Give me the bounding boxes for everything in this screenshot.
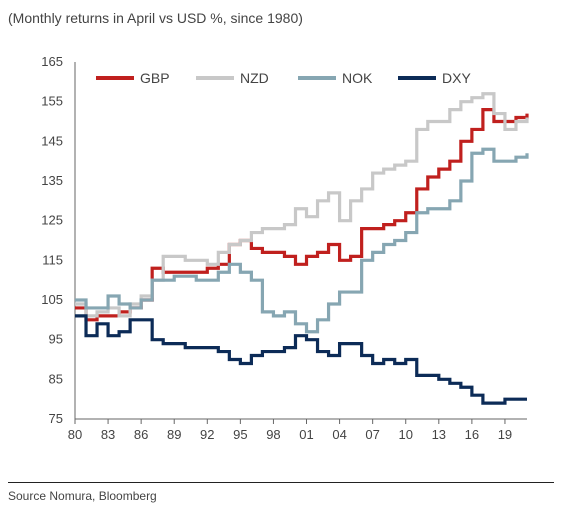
x-tick-label: 10 xyxy=(398,427,412,442)
legend-label-nok: NOK xyxy=(342,70,373,86)
y-tick-label: 105 xyxy=(41,292,63,307)
x-tick-label: 95 xyxy=(233,427,247,442)
y-tick-label: 75 xyxy=(49,411,63,426)
line-chart: 75 85 95 105 115 125 135 145 155 165 80 83 86 89 92 95 9… xyxy=(41,54,529,442)
y-tick-label: 115 xyxy=(42,252,63,267)
x-tick-label: 19 xyxy=(498,427,512,442)
x-tick-label: 04 xyxy=(332,427,346,442)
x-tick-label: 01 xyxy=(299,427,313,442)
source-note: Source Nomura, Bloomberg xyxy=(8,489,157,503)
x-tick-label: 86 xyxy=(134,427,148,442)
y-tick-label: 165 xyxy=(41,54,63,69)
legend-label-nzd: NZD xyxy=(240,70,269,86)
series-line-dxy xyxy=(75,314,527,405)
legend: GBP NZD NOK DXY xyxy=(96,70,471,86)
series-line-nok xyxy=(75,147,529,334)
x-tick-label: 16 xyxy=(465,427,479,442)
chart-subtitle: (Monthly returns in April vs USD %, sinc… xyxy=(8,10,303,26)
x-tick-label: 89 xyxy=(167,427,181,442)
y-tick-label: 155 xyxy=(41,94,63,109)
x-tick-label: 83 xyxy=(101,427,115,442)
legend-label-gbp: GBP xyxy=(140,70,170,86)
series-line-gbp xyxy=(75,108,529,322)
series-line-nzd xyxy=(75,92,529,318)
source-divider xyxy=(8,482,554,483)
y-tick-label: 145 xyxy=(41,133,63,148)
x-tick-label: 92 xyxy=(200,427,214,442)
x-tick-label: 07 xyxy=(365,427,379,442)
x-tick-label: 98 xyxy=(266,427,280,442)
y-tick-label: 125 xyxy=(41,213,63,228)
axes: 75 85 95 105 115 125 135 145 155 165 80 83 86 89 92 95 9… xyxy=(41,54,527,442)
y-tick-label: 135 xyxy=(41,173,63,188)
x-tick-label: 80 xyxy=(68,427,82,442)
legend-label-dxy: DXY xyxy=(442,70,471,86)
y-tick-label: 85 xyxy=(49,371,63,386)
x-tick-label: 13 xyxy=(432,427,446,442)
y-tick-label: 95 xyxy=(49,332,63,347)
series-lines xyxy=(75,92,529,405)
